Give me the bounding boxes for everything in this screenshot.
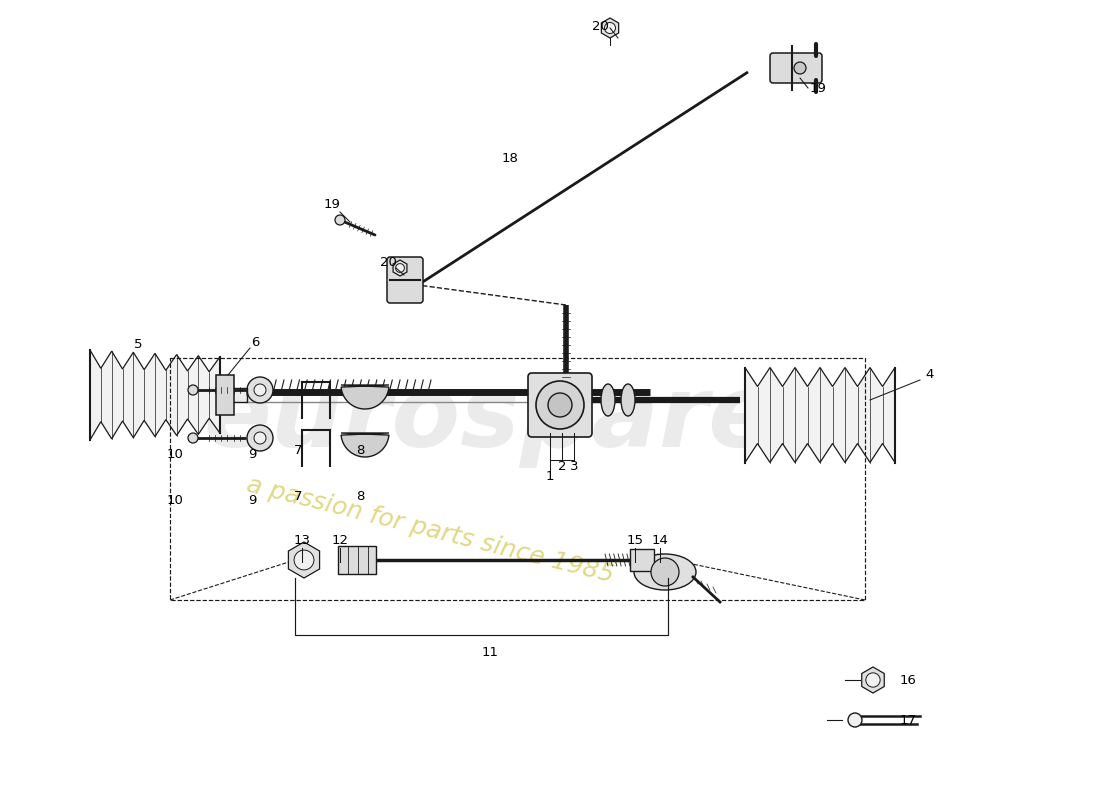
Bar bbox=[216, 375, 234, 415]
Circle shape bbox=[651, 558, 679, 586]
FancyBboxPatch shape bbox=[770, 53, 822, 83]
Circle shape bbox=[396, 263, 405, 272]
Polygon shape bbox=[602, 18, 618, 38]
Text: 11: 11 bbox=[482, 646, 498, 659]
Text: 7: 7 bbox=[294, 490, 302, 503]
Circle shape bbox=[294, 550, 313, 570]
Text: 20: 20 bbox=[379, 255, 396, 269]
Polygon shape bbox=[341, 385, 389, 409]
Polygon shape bbox=[288, 542, 320, 578]
Text: 16: 16 bbox=[900, 674, 916, 686]
Text: 20: 20 bbox=[592, 19, 608, 33]
Text: 12: 12 bbox=[331, 534, 349, 546]
Text: 2: 2 bbox=[558, 461, 566, 474]
Circle shape bbox=[188, 433, 198, 443]
Text: 10: 10 bbox=[166, 449, 184, 462]
Circle shape bbox=[536, 381, 584, 429]
Text: 19: 19 bbox=[810, 82, 826, 94]
Polygon shape bbox=[393, 260, 407, 276]
Text: 19: 19 bbox=[323, 198, 340, 211]
Text: a passion for parts since 1985: a passion for parts since 1985 bbox=[244, 473, 616, 587]
Circle shape bbox=[254, 384, 266, 396]
Ellipse shape bbox=[621, 384, 635, 416]
Text: 4: 4 bbox=[926, 369, 934, 382]
Circle shape bbox=[254, 432, 266, 444]
Bar bbox=[338, 546, 376, 574]
Circle shape bbox=[248, 425, 273, 451]
FancyBboxPatch shape bbox=[528, 373, 592, 437]
Polygon shape bbox=[90, 350, 220, 440]
Circle shape bbox=[794, 62, 806, 74]
Text: eurospares: eurospares bbox=[204, 371, 836, 469]
Text: 8: 8 bbox=[355, 443, 364, 457]
Text: 9: 9 bbox=[248, 494, 256, 506]
Circle shape bbox=[548, 393, 572, 417]
Text: 17: 17 bbox=[900, 714, 916, 726]
Circle shape bbox=[248, 377, 273, 403]
Text: 5: 5 bbox=[134, 338, 142, 351]
Polygon shape bbox=[745, 367, 895, 462]
Text: 13: 13 bbox=[294, 534, 310, 546]
Text: 18: 18 bbox=[502, 151, 518, 165]
Circle shape bbox=[605, 22, 616, 34]
Text: 6: 6 bbox=[251, 335, 260, 349]
Circle shape bbox=[336, 215, 345, 225]
Ellipse shape bbox=[601, 384, 615, 416]
Circle shape bbox=[188, 385, 198, 395]
Text: 9: 9 bbox=[248, 449, 256, 462]
Bar bbox=[630, 549, 654, 571]
Text: 14: 14 bbox=[651, 534, 669, 546]
Circle shape bbox=[848, 713, 862, 727]
Polygon shape bbox=[861, 667, 884, 693]
Text: 3: 3 bbox=[570, 461, 579, 474]
Text: 10: 10 bbox=[166, 494, 184, 506]
Text: 7: 7 bbox=[294, 443, 302, 457]
Polygon shape bbox=[341, 433, 389, 457]
FancyBboxPatch shape bbox=[387, 257, 424, 303]
Text: 1: 1 bbox=[546, 470, 554, 483]
Circle shape bbox=[866, 673, 880, 687]
Ellipse shape bbox=[634, 554, 696, 590]
Text: 8: 8 bbox=[355, 490, 364, 503]
Text: 15: 15 bbox=[627, 534, 644, 546]
